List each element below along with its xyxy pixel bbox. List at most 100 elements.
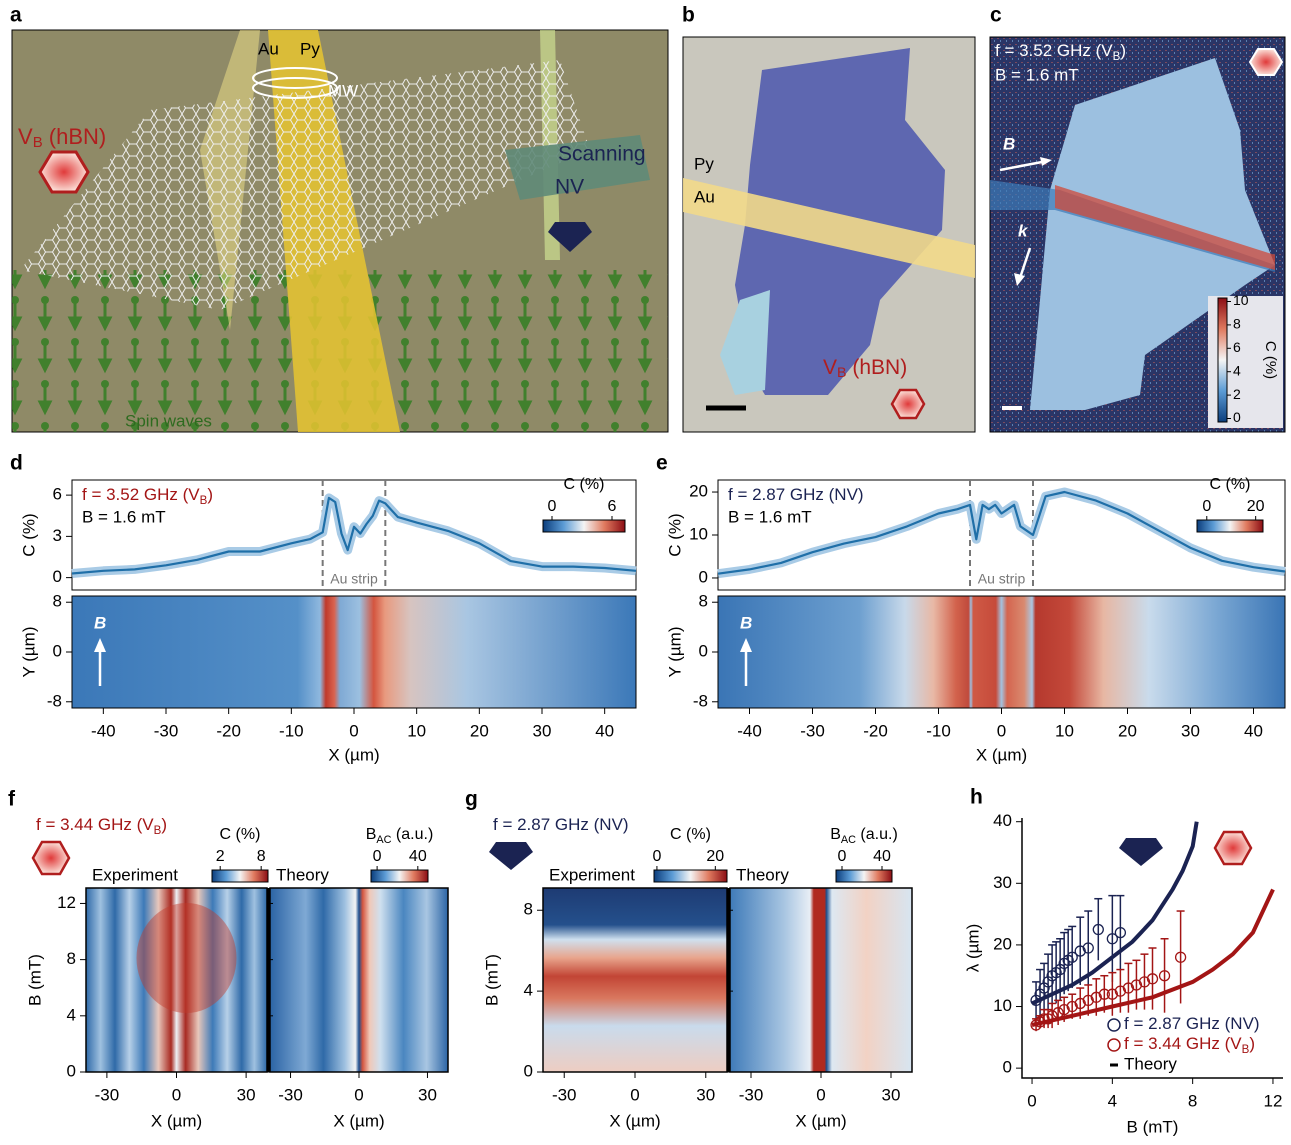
colorbar-tick-label: 8 [1233, 316, 1241, 332]
heatmap-overlay [137, 903, 237, 1013]
y-tick-label: 6 [53, 485, 62, 504]
colorbar-tick-label: 0 [1233, 409, 1241, 425]
panel-label: d [10, 452, 23, 475]
x-tick-label: 30 [1181, 721, 1200, 740]
y-tick-label: -8 [693, 691, 708, 710]
colorbar [212, 870, 268, 882]
label: Py [300, 39, 320, 58]
text-part: (hBN) [43, 124, 107, 149]
colorbar-label: C (%) [1210, 476, 1251, 493]
x-tick-label: -20 [863, 721, 888, 740]
legend-marker [1108, 1039, 1120, 1051]
text-part: B [830, 826, 841, 843]
label: Spin waves [125, 411, 212, 430]
heatmap [270, 888, 448, 1072]
heatmap [718, 596, 1285, 708]
colorbar [543, 520, 625, 532]
x-tick-label: 40 [1244, 721, 1263, 740]
text-part: f = 2.87 GHz (NV) [728, 485, 864, 504]
hex-icon [1215, 832, 1251, 864]
x-axis-label: X (µm) [333, 1111, 384, 1130]
x-tick-label: 0 [630, 1085, 639, 1104]
hex-icon [33, 842, 69, 874]
text-part: ) [161, 815, 167, 834]
text-part: AC [841, 834, 856, 846]
strip-label: Au strip [330, 571, 378, 587]
colorbar [836, 870, 892, 882]
y-tick-label: 0 [53, 567, 62, 586]
y-tick-label: 8 [53, 592, 62, 611]
panel-title: f = 2.87 GHz (NV) [493, 815, 629, 834]
annotation: f = 2.87 GHz (NV) [728, 485, 864, 504]
heatmap [730, 888, 912, 1072]
y-tick-label: 12 [57, 893, 76, 912]
text-part: f = 3.44 GHz (V [36, 815, 154, 834]
legend-label: Theory [1124, 1054, 1177, 1073]
text-part: ) [1249, 1034, 1255, 1053]
text-part: (a.u.) [391, 826, 433, 843]
panel-label: g [465, 788, 478, 811]
y-tick-label: -8 [47, 691, 62, 710]
x-tick-label: 30 [882, 1085, 901, 1104]
y-axis-label: Y (µm) [19, 626, 38, 677]
colorbar [1218, 298, 1227, 422]
colorbar-tick-label: 6 [1233, 339, 1241, 355]
y-tick-label: 3 [53, 526, 62, 545]
text-part: (a.u.) [856, 826, 898, 843]
text-part: B [33, 134, 43, 151]
y-tick-label: 4 [67, 1005, 76, 1024]
panel-label: e [656, 452, 668, 475]
legend-marker [1108, 1019, 1120, 1031]
text-part: (hBN) [847, 356, 908, 379]
x-tick-label: 40 [595, 721, 614, 740]
x-tick-label: 20 [1118, 721, 1137, 740]
colorbar-tick-label: 20 [1247, 498, 1265, 515]
annotation: B = 1.6 mT [82, 507, 166, 526]
hex-icon [1250, 49, 1282, 75]
x-tick-label: -20 [216, 721, 241, 740]
y-tick-label: 10 [689, 524, 708, 543]
x-tick-label: -30 [552, 1085, 577, 1104]
x-axis-label: X (µm) [151, 1111, 202, 1130]
x-tick-label: 8 [1188, 1091, 1197, 1110]
label: VB (hBN) [823, 356, 907, 381]
x-axis-label: X (µm) [795, 1111, 846, 1130]
x-tick-label: -30 [154, 721, 179, 740]
x-tick-label: 30 [696, 1085, 715, 1104]
panel-label: h [970, 786, 983, 809]
y-tick-label: 0 [53, 641, 62, 660]
x-tick-label: 0 [349, 721, 358, 740]
x-tick-label: 4 [1108, 1091, 1117, 1110]
colorbar-tick-label: 4 [1233, 362, 1241, 378]
text-part: V [823, 356, 837, 379]
colorbar-tick-label: 0 [838, 848, 847, 865]
colorbar-label: BAC (a.u.) [830, 826, 898, 846]
colorbar-label: C (%) [564, 476, 605, 493]
colorbar-label: C (%) [670, 826, 711, 843]
x-tick-label: 12 [1264, 1091, 1283, 1110]
annotation: B = 1.6 mT [728, 507, 812, 526]
colorbar-tick-label: 40 [409, 848, 427, 865]
x-axis-label: X (µm) [328, 745, 379, 764]
y-tick-label: 0 [699, 641, 708, 660]
x-tick-label: -40 [737, 721, 762, 740]
colorbar [371, 870, 428, 882]
hex-icon [40, 152, 88, 192]
colorbar-label: C (%) [1262, 341, 1279, 379]
text-part: f = 2.87 GHz (NV) [1124, 1014, 1260, 1033]
x-tick-label: 30 [237, 1085, 256, 1104]
strip-label: Au strip [978, 571, 1026, 587]
x-tick-label: 0 [816, 1085, 825, 1104]
label: B = 1.6 mT [995, 65, 1079, 84]
label: Au [694, 187, 715, 206]
text-part: B [837, 365, 847, 381]
y-axis-label: Y (µm) [665, 626, 684, 677]
panel-title: Experiment [92, 865, 178, 884]
text-part: f = 3.52 GHz (V [82, 485, 200, 504]
label: Au [258, 39, 279, 58]
colorbar-label: C (%) [220, 826, 261, 843]
panel-label: b [682, 4, 695, 27]
label: VB (hBN) [18, 124, 106, 151]
panel-label: c [990, 4, 1002, 27]
label: MW [328, 81, 358, 100]
